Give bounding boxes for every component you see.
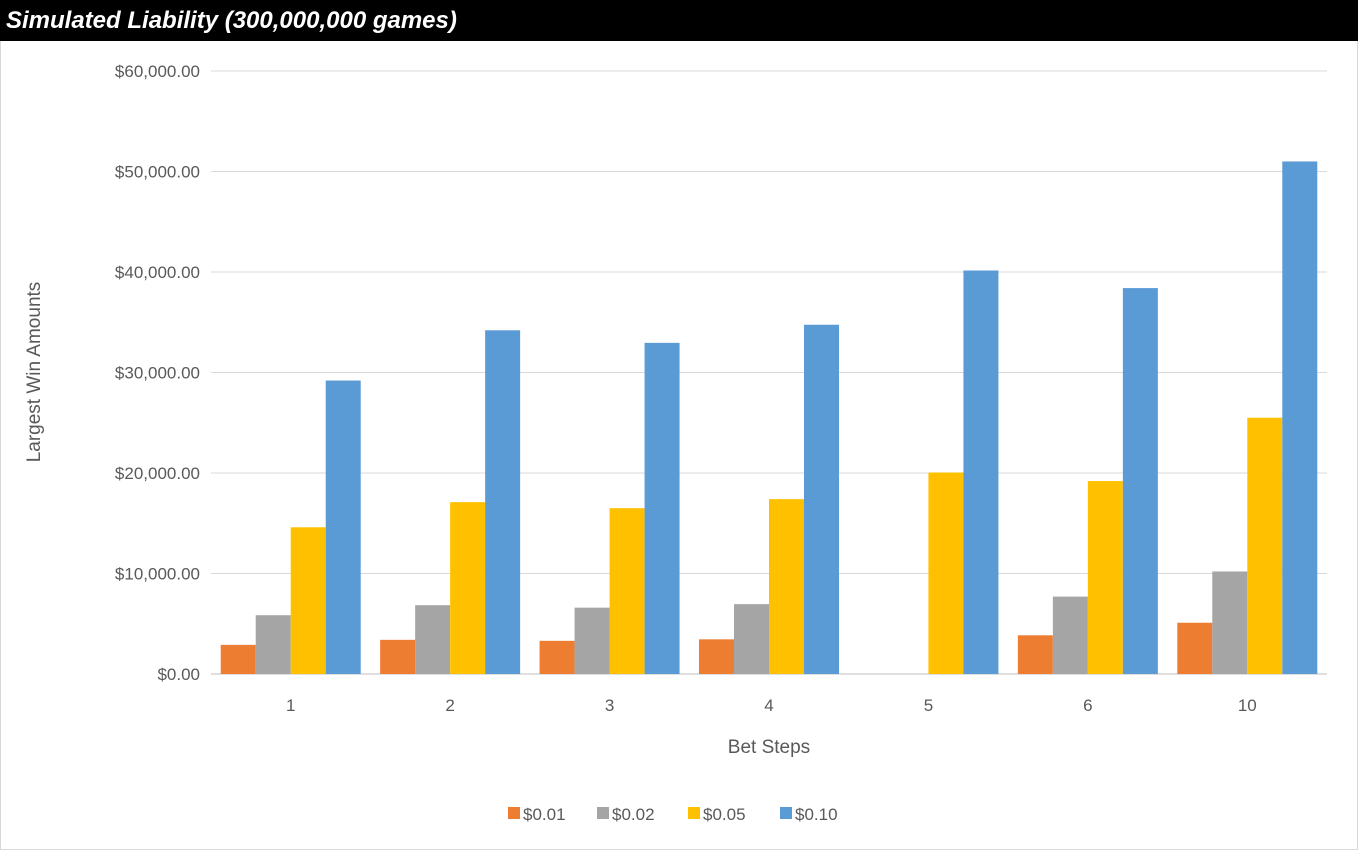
- x-axis-tick-labels: 1 2 3 4 5 6 10: [286, 696, 1257, 715]
- bar: [1212, 571, 1248, 674]
- bar: [539, 640, 575, 674]
- x-tick-label: 3: [605, 696, 614, 715]
- bar: [1122, 288, 1158, 674]
- y-axis-tick-labels: $0.00 $10,000.00 $20,000.00 $30,000.00 $40,0…: [115, 62, 200, 684]
- bar: [255, 615, 291, 674]
- x-tick-label: 10: [1238, 696, 1257, 715]
- bar: [220, 644, 256, 674]
- legend: $0.01 $0.02 $0.05 $0.10: [508, 805, 838, 824]
- y-tick-label: $40,000.00: [115, 263, 200, 282]
- x-tick-label: 4: [764, 696, 773, 715]
- bar: [290, 527, 326, 674]
- bar: [415, 605, 451, 674]
- bar: [325, 380, 361, 674]
- bar: [769, 499, 804, 674]
- legend-label: $0.01: [523, 805, 566, 824]
- bar: [734, 604, 769, 674]
- legend-label: $0.02: [612, 805, 655, 824]
- y-tick-label: $30,000.00: [115, 364, 200, 383]
- bar: [928, 472, 964, 674]
- x-axis-title: Bet Steps: [728, 737, 810, 758]
- bar: [1247, 417, 1283, 674]
- legend-swatch: [597, 807, 609, 819]
- x-tick-label: 1: [286, 696, 295, 715]
- bar: [574, 607, 610, 674]
- chart-title: Simulated Liability (300,000,000 games): [0, 0, 1358, 41]
- y-tick-label: $20,000.00: [115, 464, 200, 483]
- legend-label: $0.10: [795, 805, 838, 824]
- legend-swatch: [780, 807, 792, 819]
- bar: [644, 342, 680, 674]
- bar: [1177, 622, 1213, 674]
- y-tick-label: $10,000.00: [115, 565, 200, 584]
- bar: [1087, 481, 1123, 674]
- x-tick-label: 2: [445, 696, 454, 715]
- y-tick-label: $50,000.00: [115, 163, 200, 182]
- y-axis-title: Largest Win Amounts: [24, 282, 45, 463]
- bars: [220, 161, 1318, 674]
- bar: [1282, 161, 1318, 674]
- x-tick-label: 6: [1083, 696, 1092, 715]
- bar: [609, 508, 645, 674]
- bar: [804, 324, 839, 674]
- legend-swatch: [508, 807, 520, 819]
- bar: [485, 330, 521, 674]
- y-tick-label: $0.00: [157, 665, 200, 684]
- bar: [450, 502, 486, 674]
- legend-label: $0.05: [703, 805, 746, 824]
- bar: [699, 639, 734, 674]
- legend-swatch: [688, 807, 700, 819]
- bar: [1052, 596, 1088, 674]
- bar: [963, 270, 999, 674]
- bar: [380, 639, 416, 674]
- bar: [1017, 635, 1053, 674]
- y-tick-label: $60,000.00: [115, 62, 200, 81]
- x-tick-label: 5: [924, 696, 933, 715]
